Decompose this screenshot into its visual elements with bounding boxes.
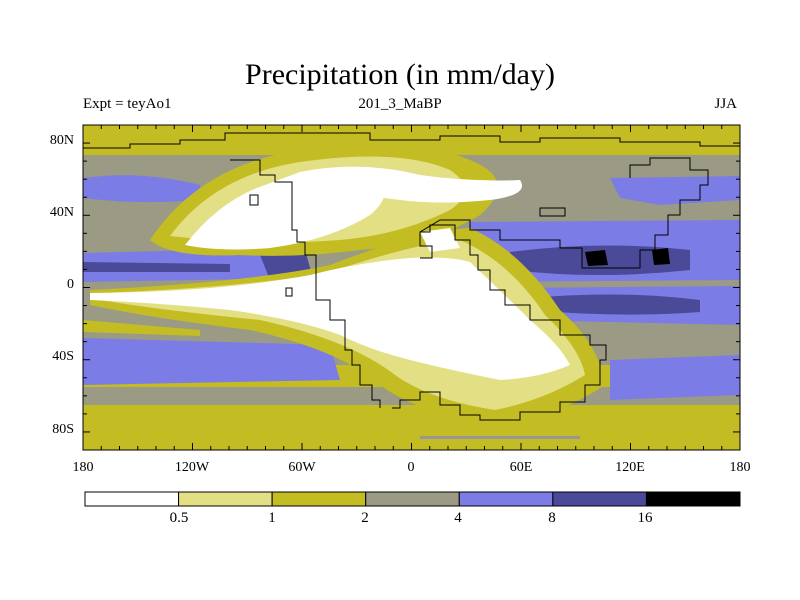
- field-yellow-south-west: [83, 320, 200, 336]
- lon-label: 120W: [174, 460, 210, 475]
- colorbar-swatch: [365, 491, 460, 507]
- outline-africa-east: [392, 224, 607, 421]
- colorbar-swatch: [458, 491, 554, 507]
- field-blue-south-west: [83, 338, 340, 385]
- field-dark-equator-west: [83, 262, 230, 272]
- colorbar-label: 8: [548, 510, 556, 526]
- lat-label: 80S: [52, 422, 74, 437]
- field-black-west: [585, 250, 608, 266]
- colorbar-label: 2: [361, 510, 369, 526]
- lat-label: 40S: [52, 349, 74, 364]
- field-black-east: [652, 248, 670, 265]
- colorbar-label: 1: [268, 510, 276, 526]
- season-label: JJA: [714, 96, 737, 112]
- axis-ticks: [82, 124, 741, 451]
- field-stripe-south: [420, 436, 580, 439]
- field-dry-north-east: [300, 166, 522, 203]
- lon-label: 180: [72, 460, 94, 475]
- outline-island: [249, 194, 259, 206]
- map-title: Precipitation (in mm/day): [245, 58, 555, 91]
- lat-label: 0: [67, 277, 74, 292]
- colorbar-label: 16: [637, 510, 653, 526]
- field-blue-south-east: [610, 355, 740, 400]
- precip-field: [83, 125, 740, 450]
- colorbar: [84, 491, 741, 507]
- field-blue-nw: [83, 175, 200, 203]
- land-outlines: [83, 132, 740, 421]
- colorbar-label: 0.5: [169, 510, 189, 526]
- lon-label: 60W: [288, 460, 316, 475]
- lat-label: 80N: [49, 133, 74, 148]
- field-dark-indian: [530, 294, 700, 315]
- colorbar-swatch: [84, 491, 180, 507]
- lon-label: 60E: [509, 460, 533, 475]
- period-label: 201_3_MaBP: [358, 96, 442, 112]
- outline-inland-sea: [539, 207, 566, 217]
- colorbar-swatch: [178, 491, 273, 507]
- lon-label: 180: [729, 460, 751, 475]
- lon-label: 120E: [615, 460, 645, 475]
- lon-label: 0: [407, 460, 415, 475]
- field-south-polar: [83, 405, 740, 450]
- outline-asia: [419, 157, 709, 269]
- experiment-label: Expt = teyAo1: [83, 96, 172, 112]
- outline-island-2: [285, 287, 293, 297]
- colorbar-label: 4: [454, 510, 462, 526]
- colorbar-swatch: [645, 491, 741, 507]
- colorbar-swatch: [271, 491, 367, 507]
- outline-americas-east: [230, 159, 381, 408]
- colorbar-swatch: [552, 491, 647, 507]
- outline-north: [83, 132, 740, 149]
- lat-label: 40N: [49, 205, 74, 220]
